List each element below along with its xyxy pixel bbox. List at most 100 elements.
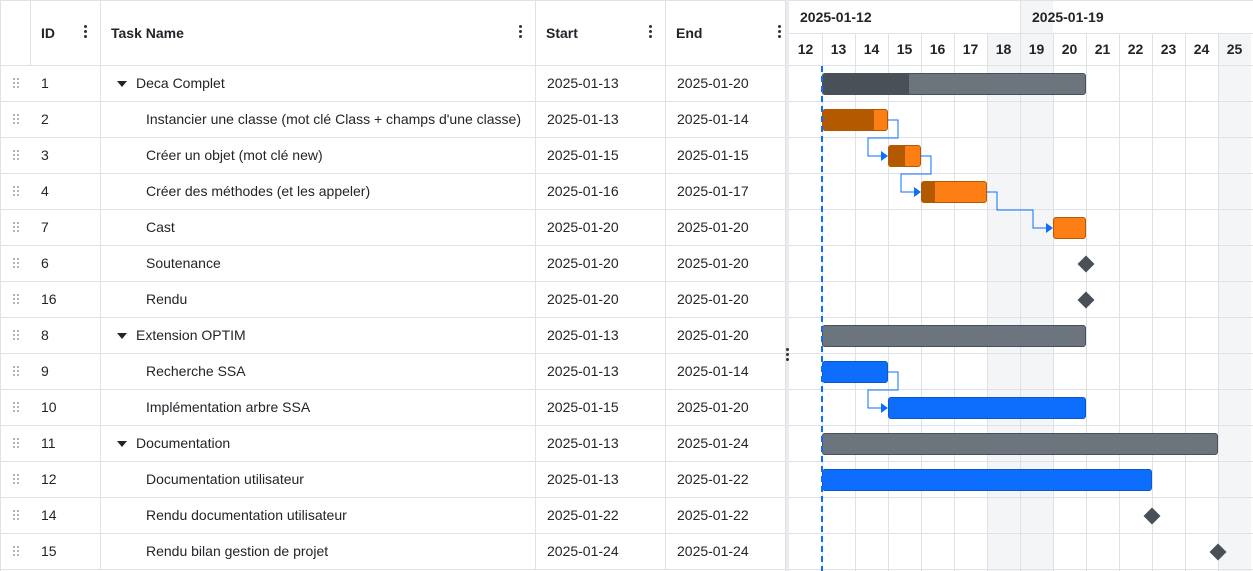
table-row[interactable]: 6 Soutenance 2025-01-20 2025-01-20 <box>1 246 786 282</box>
task-name[interactable]: Cast <box>101 210 536 245</box>
task-bar[interactable] <box>888 397 1086 419</box>
task-start: 2025-01-13 <box>536 318 666 353</box>
table-row[interactable]: 4 Créer des méthodes (et les appeler) 2025… <box>1 174 786 210</box>
drag-handle-icon[interactable] <box>13 78 21 90</box>
day-column <box>888 34 921 571</box>
task-start: 2025-01-13 <box>536 426 666 461</box>
drag-handle-icon[interactable] <box>13 186 21 198</box>
day-label: 15 <box>896 41 913 57</box>
chart-row-divider <box>789 245 1253 246</box>
drag-handle-icon[interactable] <box>13 330 21 342</box>
task-bar[interactable] <box>822 433 1218 455</box>
table-row[interactable]: 10 Implémentation arbre SSA 2025-01-15 2025… <box>1 390 786 426</box>
task-name-label: Créer un objet (mot clé new) <box>146 147 323 163</box>
row-drag-handle[interactable] <box>1 174 31 209</box>
drag-handle-icon[interactable] <box>13 366 21 378</box>
task-start: 2025-01-20 <box>536 246 666 281</box>
table-row[interactable]: 7 Cast 2025-01-20 2025-01-20 <box>1 210 786 246</box>
task-name[interactable]: Implémentation arbre SSA <box>101 390 536 425</box>
drag-handle-icon[interactable] <box>13 474 21 486</box>
drag-handle-icon[interactable] <box>13 438 21 450</box>
task-bar[interactable] <box>1053 217 1086 239</box>
day-column <box>1053 34 1086 571</box>
task-name[interactable]: Soutenance <box>101 246 536 281</box>
task-name[interactable]: Documentation <box>101 426 536 461</box>
row-drag-handle[interactable] <box>1 246 31 281</box>
drag-handle-icon[interactable] <box>13 294 21 306</box>
pane-splitter[interactable] <box>785 0 789 571</box>
row-drag-handle[interactable] <box>1 210 31 245</box>
row-drag-handle[interactable] <box>1 498 31 533</box>
task-bar[interactable] <box>822 109 888 131</box>
task-name[interactable]: Deca Complet <box>101 66 536 101</box>
table-row[interactable]: 12 Documentation utilisateur 2025-01-13 202… <box>1 462 786 498</box>
splitter-handle-icon[interactable] <box>786 348 789 362</box>
task-name-label: Instancier une classe (mot clé Class + c… <box>146 111 522 127</box>
table-row[interactable]: 9 Recherche SSA 2025-01-13 2025-01-14 <box>1 354 786 390</box>
task-id: 12 <box>31 462 101 497</box>
column-menu-icon[interactable] <box>84 25 88 41</box>
today-marker <box>821 66 823 571</box>
collapse-caret-icon[interactable] <box>117 333 127 339</box>
task-progress <box>889 146 905 166</box>
column-menu-icon[interactable] <box>778 25 782 41</box>
row-drag-handle[interactable] <box>1 534 31 569</box>
table-row[interactable]: 2 Instancier une classe (mot clé Class + … <box>1 102 786 138</box>
task-name[interactable]: Créer des méthodes (et les appeler) <box>101 174 536 209</box>
column-menu-icon[interactable] <box>649 25 653 41</box>
task-progress <box>823 110 875 130</box>
table-row[interactable]: 3 Créer un objet (mot clé new) 2025-01-15 2… <box>1 138 786 174</box>
drag-handle-icon[interactable] <box>13 510 21 522</box>
column-header-id[interactable]: ID <box>31 1 101 65</box>
task-bar[interactable] <box>921 181 987 203</box>
column-header-task-name[interactable]: Task Name <box>101 1 536 65</box>
task-id: 6 <box>31 246 101 281</box>
task-name[interactable]: Rendu documentation utilisateur <box>101 498 536 533</box>
task-name[interactable]: Rendu bilan gestion de projet <box>101 534 536 569</box>
collapse-caret-icon[interactable] <box>117 81 127 87</box>
drag-handle-icon[interactable] <box>13 222 21 234</box>
column-header-start[interactable]: Start <box>536 1 666 65</box>
drag-handle-icon[interactable] <box>13 258 21 270</box>
row-drag-handle[interactable] <box>1 390 31 425</box>
task-bar[interactable] <box>888 145 921 167</box>
row-drag-handle[interactable] <box>1 462 31 497</box>
table-row[interactable]: 16 Rendu 2025-01-20 2025-01-20 <box>1 282 786 318</box>
task-bar[interactable] <box>822 361 888 383</box>
task-id: 1 <box>31 66 101 101</box>
task-name[interactable]: Rendu <box>101 282 536 317</box>
task-name[interactable]: Documentation utilisateur <box>101 462 536 497</box>
row-drag-handle[interactable] <box>1 318 31 353</box>
drag-handle-icon[interactable] <box>13 402 21 414</box>
row-drag-handle[interactable] <box>1 354 31 389</box>
task-name[interactable]: Instancier une classe (mot clé Class + c… <box>101 102 536 137</box>
task-name[interactable]: Extension OPTIM <box>101 318 536 353</box>
task-start: 2025-01-16 <box>536 174 666 209</box>
row-drag-handle[interactable] <box>1 282 31 317</box>
day-label: 21 <box>1094 41 1111 57</box>
task-name-label: Cast <box>146 219 175 235</box>
row-drag-handle[interactable] <box>1 102 31 137</box>
row-drag-handle[interactable] <box>1 426 31 461</box>
table-row[interactable]: 14 Rendu documentation utilisateur 2025-01… <box>1 498 786 534</box>
drag-handle-icon[interactable] <box>13 546 21 558</box>
column-menu-icon[interactable] <box>519 25 523 41</box>
task-start: 2025-01-13 <box>536 354 666 389</box>
task-bar[interactable] <box>822 469 1152 491</box>
column-header-task-name-label: Task Name <box>111 25 184 41</box>
row-drag-handle[interactable] <box>1 138 31 173</box>
row-drag-handle[interactable] <box>1 66 31 101</box>
task-name[interactable]: Recherche SSA <box>101 354 536 389</box>
drag-handle-icon[interactable] <box>13 114 21 126</box>
task-name[interactable]: Créer un objet (mot clé new) <box>101 138 536 173</box>
table-row[interactable]: 15 Rendu bilan gestion de projet 2025-01-2… <box>1 534 786 570</box>
task-bar[interactable] <box>822 325 1086 347</box>
column-header-end[interactable]: End <box>666 1 786 65</box>
drag-handle-icon[interactable] <box>13 150 21 162</box>
table-row[interactable]: 1 Deca Complet 2025-01-13 2025-01-20 <box>1 66 786 102</box>
day-label: 14 <box>863 41 880 57</box>
table-row[interactable]: 11 Documentation 2025-01-13 2025-01-24 <box>1 426 786 462</box>
task-bar[interactable] <box>822 73 1086 95</box>
table-row[interactable]: 8 Extension OPTIM 2025-01-13 2025-01-20 <box>1 318 786 354</box>
collapse-caret-icon[interactable] <box>117 441 127 447</box>
